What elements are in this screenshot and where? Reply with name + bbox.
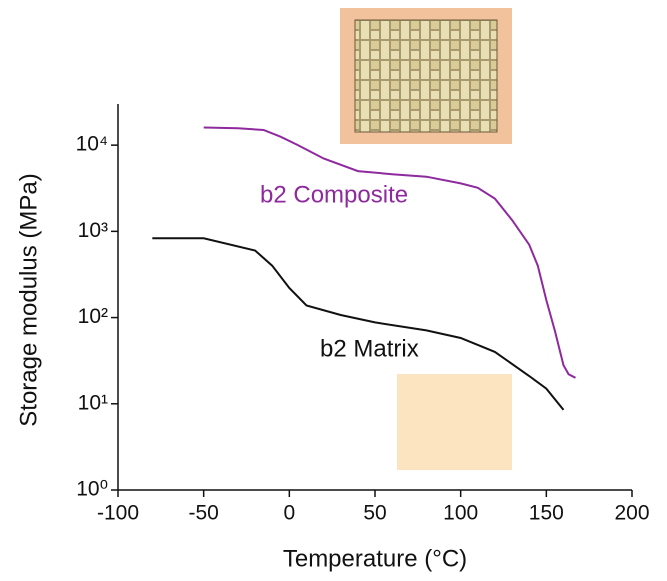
x-tick-label: 50: [363, 502, 386, 525]
x-axis-label: Temperature (°C): [283, 545, 467, 572]
y-tick-label: 10³: [78, 219, 108, 242]
y-tick-label: 10¹: [78, 391, 108, 414]
y-tick-label: 10²: [78, 305, 108, 328]
weave-pattern: [354, 19, 498, 133]
x-tick-label: 150: [529, 502, 564, 525]
x-tick-label: 0: [283, 502, 295, 525]
series-label: b2 Matrix: [320, 335, 419, 362]
y-tick-label: 10⁴: [76, 133, 108, 156]
x-tick-label: 200: [614, 502, 649, 525]
inset-image-matrix: [397, 374, 512, 470]
series-label: b2 Composite: [260, 181, 408, 208]
x-tick-label: 100: [443, 502, 478, 525]
y-axis-label: Storage modulus (MPa): [15, 173, 42, 426]
x-tick-label: -100: [97, 502, 139, 525]
y-tick-label: 10⁰: [76, 478, 108, 501]
x-tick-label: -50: [188, 502, 218, 525]
line: [203, 126, 576, 379]
line: [152, 237, 565, 411]
